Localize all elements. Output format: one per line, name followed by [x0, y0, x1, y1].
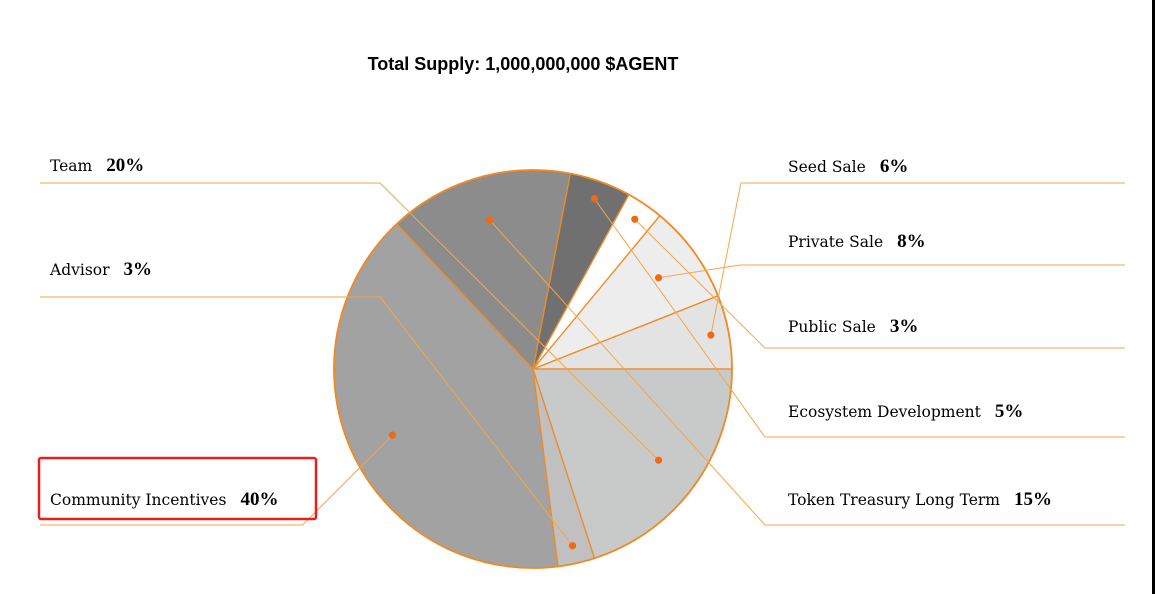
slice-label-name: Community Incentives	[50, 491, 226, 509]
leader-line-team	[40, 182, 659, 461]
slice-label-private-sale: Private Sale 8%	[788, 231, 926, 252]
slice-dot-seed-sale	[707, 331, 715, 339]
leader-line-advisor	[40, 296, 573, 547]
slice-label-name: Team	[50, 157, 93, 175]
slice-label-ecosystem-development: Ecosystem Development 5%	[788, 401, 1023, 422]
slice-label-token-treasury-long-term: Token Treasury Long Term 15%	[788, 489, 1052, 510]
leader-lines	[40, 182, 1125, 550]
slice-label-percent: 15%	[1014, 489, 1052, 510]
highlight-box	[37, 456, 318, 521]
slice-label-percent: 3%	[890, 316, 919, 337]
slice-label-community-incentives: Community Incentives 40%	[50, 489, 278, 510]
leader-line-private-sale	[658, 264, 1125, 279]
slice-label-name: Advisor	[49, 261, 110, 279]
slice-dot-team	[654, 456, 663, 464]
slice-dot-token-treasury-long-term	[486, 216, 494, 224]
pie-slices	[333, 169, 733, 569]
leader-line-ecosystem-development	[593, 198, 1125, 438]
slice-dot-ecosystem-development	[590, 195, 598, 203]
slice-label-advisor: Advisor 3%	[49, 259, 152, 280]
leader-line-token-treasury-long-term	[489, 219, 1125, 526]
slice-label-percent: 6%	[880, 156, 909, 177]
slice-dot-private-sale	[654, 274, 663, 282]
leader-line-seed-sale	[710, 182, 1125, 336]
leader-line-community-incentives	[40, 434, 393, 526]
slice-labels: Seed Sale 6% Private Sale 8% Public Sale 3% Ec…	[49, 155, 1052, 510]
slice-label-percent: 3%	[124, 259, 153, 280]
slice-label-name: Token Treasury Long Term	[788, 491, 1000, 509]
slice-label-percent: 8%	[897, 231, 926, 252]
window-edge-bar	[1152, 0, 1155, 594]
slice-label-name: Ecosystem Development	[788, 403, 982, 421]
slice-label-percent: 40%	[240, 489, 278, 510]
slice-label-team: Team 20%	[50, 155, 144, 176]
leader-line-public-sale	[634, 218, 1125, 349]
slice-dot-public-sale	[631, 215, 639, 223]
slice-dot-advisor	[568, 542, 577, 550]
pie-outline	[333, 169, 733, 569]
slice-dot-community-incentives	[388, 431, 397, 439]
slice-label-name: Seed Sale	[788, 158, 866, 176]
slice-label-percent: 20%	[106, 155, 144, 176]
slice-label-public-sale: Public Sale 3%	[788, 316, 918, 337]
slice-label-name: Private Sale	[788, 233, 883, 251]
slice-label-name: Public Sale	[788, 318, 876, 336]
slice-label-percent: 5%	[995, 401, 1024, 422]
slice-label-seed-sale: Seed Sale 6%	[788, 156, 908, 177]
chart-title: Total Supply: 1,000,000,000 $AGENT	[368, 54, 679, 74]
